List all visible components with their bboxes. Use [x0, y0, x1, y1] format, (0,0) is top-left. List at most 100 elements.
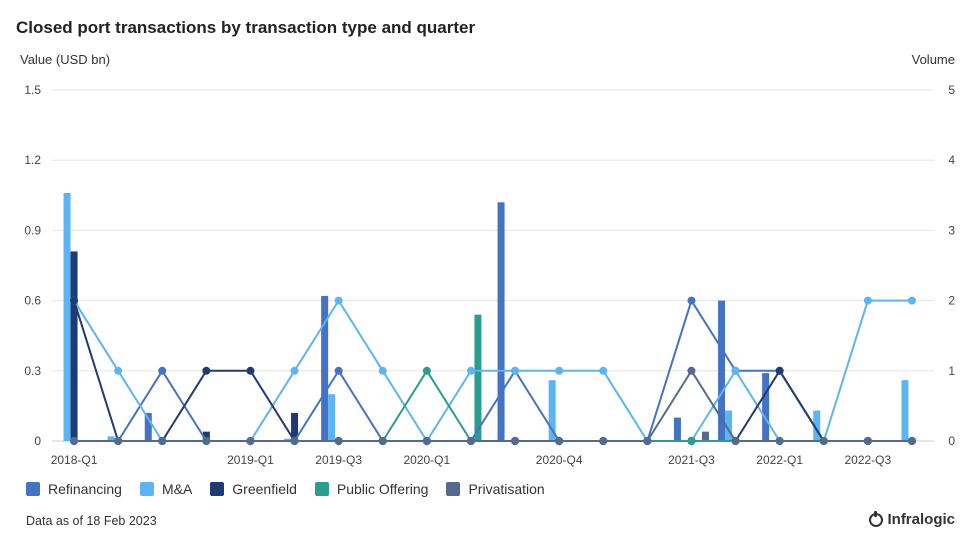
x-tick-label: 2020-Q1: [403, 453, 450, 467]
bar-refinancing: [718, 300, 726, 441]
legend-swatch: [139, 482, 154, 496]
point-m-a: [114, 366, 123, 375]
point-m-a: [334, 296, 343, 305]
y-tick-label: 1.2: [24, 153, 41, 167]
y2-axis-title: Volume: [911, 52, 955, 67]
point-m-a: [599, 366, 608, 375]
y2-tick-label: 1: [948, 364, 955, 378]
bar-refinancing: [497, 202, 505, 441]
bar-greenfield: [291, 412, 299, 441]
x-tick-label: 2018-Q1: [51, 453, 98, 467]
bar-refinancing: [321, 295, 329, 441]
legend-item-public-offering[interactable]: Public Offering: [314, 481, 429, 497]
point-m-a: [863, 296, 872, 305]
y2-tick-label: 2: [948, 294, 955, 308]
point-m-a: [731, 366, 740, 375]
point-public-offering: [422, 366, 431, 375]
point-privatisation: [158, 437, 167, 445]
bar-m-a: [813, 410, 821, 441]
chart-title: Closed port transactions by transaction …: [16, 18, 476, 37]
bar-m-a: [901, 380, 909, 441]
point-privatisation: [70, 437, 79, 445]
x-tick-label: 2022-Q1: [756, 453, 803, 467]
point-privatisation: [246, 437, 255, 445]
point-m-a: [555, 366, 564, 375]
bar-privatisation: [701, 431, 709, 441]
point-m-a: [466, 366, 475, 375]
bar-refinancing: [144, 412, 152, 441]
legend-item-refinancing[interactable]: Refinancing: [26, 481, 122, 497]
infralogic-logo-icon: [869, 510, 884, 527]
point-refinancing: [158, 366, 167, 375]
bar-greenfield: [202, 431, 210, 441]
brand-name: Infralogic: [887, 511, 955, 528]
point-privatisation: [687, 366, 696, 375]
point-privatisation: [731, 437, 740, 445]
point-privatisation: [555, 437, 564, 445]
legend-item-privatisation[interactable]: Privatisation: [446, 481, 545, 497]
point-privatisation: [422, 437, 431, 445]
bar-m-a: [725, 410, 733, 441]
brand-logo: Infralogic: [869, 510, 955, 528]
data-date-note: Data as of 18 Feb 2023: [26, 514, 157, 528]
bar-greenfield: [70, 251, 78, 441]
legend-label: Public Offering: [336, 481, 429, 497]
y2-tick-label: 0: [948, 434, 955, 448]
y-tick-label: 0.3: [24, 364, 41, 378]
x-tick-label: 2019-Q3: [315, 453, 362, 467]
point-privatisation: [775, 437, 784, 445]
bar-refinancing: [673, 417, 681, 441]
bar-public-offering: [474, 314, 482, 441]
y-tick-label: 0.6: [24, 294, 41, 308]
point-privatisation: [511, 437, 520, 445]
point-greenfield: [202, 366, 211, 375]
x-tick-label: 2020-Q4: [536, 453, 583, 467]
point-public-offering: [687, 437, 696, 445]
bar-refinancing: [762, 373, 770, 441]
point-privatisation: [202, 437, 211, 445]
legend-swatch: [210, 482, 225, 496]
point-privatisation: [863, 437, 872, 445]
legend-item-m-a[interactable]: M&A: [139, 481, 193, 497]
point-privatisation: [819, 437, 828, 445]
point-m-a: [290, 366, 299, 375]
legend-label: M&A: [161, 481, 193, 497]
bar-m-a: [107, 436, 115, 441]
x-tick-label: 2019-Q1: [227, 453, 274, 467]
bar-m-a: [548, 380, 556, 441]
legend-item-greenfield[interactable]: Greenfield: [210, 481, 297, 497]
point-refinancing: [687, 296, 696, 305]
line-privatisation: [74, 369, 912, 442]
bar-m-a: [328, 394, 336, 441]
y2-tick-label: 5: [948, 83, 955, 97]
point-privatisation: [466, 437, 475, 445]
point-m-a: [907, 296, 916, 305]
point-privatisation: [907, 437, 916, 445]
legend-swatch: [314, 482, 329, 496]
point-privatisation: [599, 437, 608, 445]
point-greenfield: [70, 296, 79, 305]
point-privatisation: [114, 437, 123, 445]
point-greenfield: [775, 366, 784, 375]
y-tick-label: 0: [34, 434, 41, 448]
x-tick-label: 2022-Q3: [844, 453, 891, 467]
bar-m-a: [63, 192, 71, 441]
y2-tick-label: 4: [948, 153, 955, 167]
y-tick-label: 1.5: [24, 83, 41, 97]
point-privatisation: [378, 437, 387, 445]
legend-swatch: [446, 482, 461, 496]
point-refinancing: [334, 366, 343, 375]
point-privatisation: [643, 437, 652, 445]
legend-label: Privatisation: [468, 481, 545, 497]
legend-label: Greenfield: [232, 481, 297, 497]
legend-swatch: [26, 482, 40, 496]
bar-m-a: [284, 438, 292, 441]
point-greenfield: [246, 366, 255, 375]
y2-tick-label: 3: [948, 223, 955, 237]
chart-legend: Refinancing M&A Greenfield Public Offering P…: [26, 481, 545, 497]
point-privatisation: [334, 437, 343, 445]
point-m-a: [511, 366, 520, 375]
y-tick-label: 0.9: [24, 223, 41, 237]
x-tick-label: 2021-Q3: [668, 453, 715, 467]
